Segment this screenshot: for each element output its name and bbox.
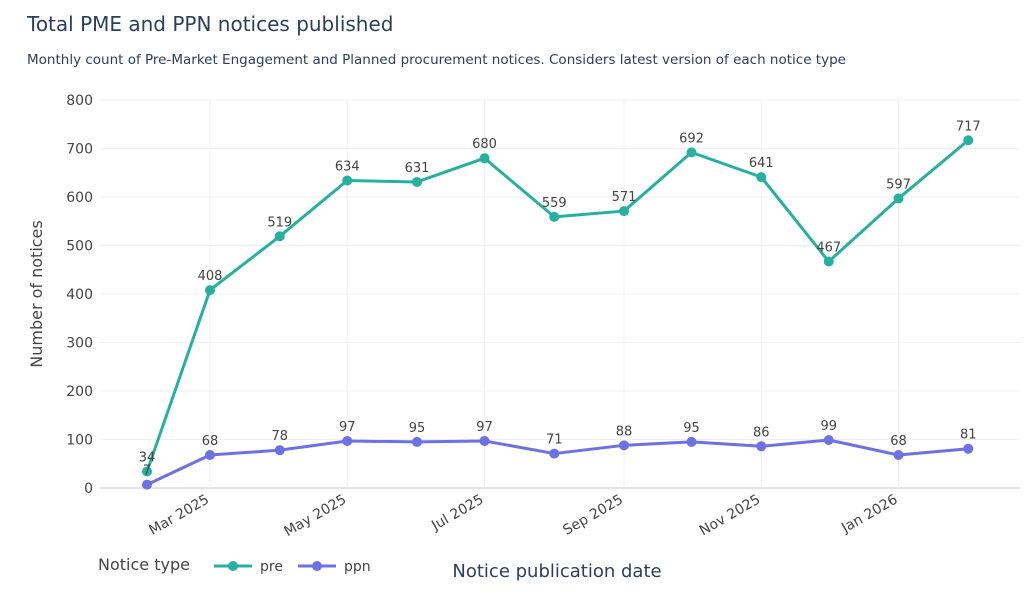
chart-subtitle: Monthly count of Pre-Market Engagement a… (27, 52, 846, 68)
x-tick-label: Jul 2025 (428, 492, 486, 535)
data-label-ppn: 97 (476, 420, 493, 435)
data-point-pre (274, 231, 285, 242)
data-label-ppn: 95 (683, 421, 700, 436)
data-point-ppn (893, 450, 904, 461)
data-point-ppn (823, 434, 834, 445)
data-point-ppn (686, 436, 697, 447)
data-label-ppn: 7 (143, 464, 151, 479)
data-point-ppn (412, 436, 422, 447)
data-point-ppn (549, 448, 560, 459)
data-point-pre (893, 193, 904, 204)
x-tick-label: May 2025 (281, 492, 349, 540)
y-tick-label: 500 (66, 239, 93, 255)
y-tick-label: 0 (84, 481, 93, 497)
y-tick-label: 600 (66, 190, 93, 206)
x-tick-label: Mar 2025 (146, 492, 212, 539)
data-label-ppn: 71 (546, 433, 563, 448)
data-point-ppn (205, 450, 215, 461)
data-label-pre: 680 (472, 137, 497, 152)
data-label-ppn: 68 (890, 434, 907, 449)
data-point-ppn (342, 435, 353, 446)
data-point-ppn (619, 440, 629, 451)
legend-label-ppn: ppn (344, 559, 371, 575)
data-point-ppn (756, 441, 767, 452)
x-tick-label: Nov 2025 (697, 492, 763, 540)
y-tick-label: 100 (66, 433, 93, 449)
data-label-pre: 634 (335, 160, 360, 175)
data-point-pre (823, 256, 834, 267)
data-label-pre: 641 (749, 156, 774, 171)
chart-title: Total PME and PPN notices published (27, 12, 394, 36)
legend-title: Notice type (98, 555, 190, 574)
data-label-pre: 519 (267, 215, 292, 230)
legend-label-pre: pre (260, 559, 283, 575)
data-label-ppn: 95 (409, 421, 426, 436)
legend-marker-pre (228, 561, 238, 571)
x-tick-label: Jan 2026 (838, 492, 900, 537)
data-label-pre: 717 (956, 119, 981, 134)
data-point-ppn (274, 445, 285, 456)
data-label-ppn: 88 (616, 424, 633, 439)
data-point-pre (549, 211, 560, 222)
data-label-ppn: 68 (202, 434, 219, 449)
data-point-pre (479, 153, 490, 164)
data-label-pre: 467 (816, 241, 841, 256)
y-tick-label: 200 (66, 384, 93, 400)
y-tick-label: 300 (66, 336, 93, 352)
data-point-pre (342, 175, 353, 186)
data-point-pre (205, 285, 215, 296)
data-label-pre: 34 (139, 451, 156, 466)
x-tick-label: Sep 2025 (560, 492, 626, 539)
data-label-ppn: 99 (820, 419, 837, 434)
data-point-pre (619, 206, 629, 217)
data-point-ppn (963, 443, 974, 454)
data-point-pre (686, 147, 697, 158)
data-label-pre: 408 (198, 269, 223, 284)
legend-marker-ppn (312, 561, 322, 571)
x-axis-title: Notice publication date (452, 561, 661, 582)
y-axis-title: Number of notices (27, 220, 46, 368)
data-label-ppn: 81 (960, 428, 977, 443)
data-label-pre: 692 (679, 131, 704, 146)
data-point-ppn (142, 479, 152, 490)
data-point-pre (963, 135, 974, 146)
data-label-ppn: 86 (753, 425, 770, 440)
data-label-pre: 597 (886, 177, 911, 192)
data-point-pre (412, 176, 422, 187)
y-tick-label: 800 (66, 93, 93, 109)
data-label-pre: 559 (542, 196, 567, 211)
data-label-pre: 571 (612, 190, 637, 205)
data-point-ppn (479, 435, 490, 446)
data-label-ppn: 78 (271, 429, 288, 444)
data-point-pre (756, 172, 767, 183)
data-point-pre (142, 466, 152, 477)
data-label-pre: 631 (405, 161, 430, 176)
y-tick-label: 400 (66, 287, 93, 303)
y-tick-label: 700 (66, 142, 93, 158)
data-label-ppn: 97 (339, 420, 356, 435)
series-line-pre (145, 139, 970, 473)
